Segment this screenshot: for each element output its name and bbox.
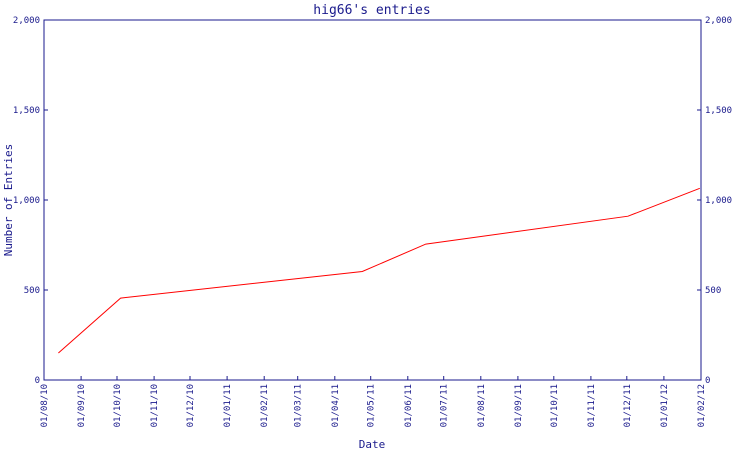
x-tick-label: 01/08/11 xyxy=(477,384,487,427)
x-tick-label: 01/05/11 xyxy=(367,384,377,427)
x-tick-label: 01/07/11 xyxy=(440,384,450,427)
x-tick-label: 01/10/11 xyxy=(550,384,560,427)
y-tick-label-right: 0 xyxy=(705,376,710,386)
x-tick-label: 01/09/11 xyxy=(514,384,524,427)
x-tick-label: 01/08/10 xyxy=(40,384,50,427)
plot-frame xyxy=(43,19,702,381)
y-tick-label-left: 1,000 xyxy=(13,196,40,206)
y-axis-left: 0 500 1,000 1,500 2,000 xyxy=(13,16,48,386)
x-tick-label: 01/06/11 xyxy=(404,384,414,427)
x-tick-label: 01/02/11 xyxy=(260,384,270,427)
y-tick-label-left: 1,500 xyxy=(13,106,40,116)
x-tick-label: 01/12/10 xyxy=(186,384,196,427)
y-tick-label-left: 0 xyxy=(35,376,40,386)
x-tick-label: 01/04/11 xyxy=(331,384,341,427)
x-tick-label: 01/01/11 xyxy=(223,384,233,427)
x-tick-label: 01/01/12 xyxy=(660,384,670,427)
x-tick-label: 01/11/10 xyxy=(150,384,160,427)
x-tick-label: 01/09/10 xyxy=(77,384,87,427)
y-tick-label-left: 2,000 xyxy=(13,16,40,26)
x-tick-label: 01/03/11 xyxy=(294,384,304,427)
series-layer xyxy=(58,187,700,354)
x-tick-label: 01/12/11 xyxy=(623,384,633,427)
y-axis-right: 0 500 1,000 1,500 2,000 xyxy=(697,16,732,386)
chart-title: hig66's entries xyxy=(313,3,430,18)
series-line xyxy=(58,187,700,354)
y-tick-label-right: 1,000 xyxy=(705,196,732,206)
x-tick-label: 01/10/10 xyxy=(113,384,123,427)
y-tick-label-right: 500 xyxy=(705,286,721,296)
y-tick-label-left: 500 xyxy=(24,286,40,296)
y-tick-label-right: 1,500 xyxy=(705,106,732,116)
x-axis: 01/08/10 01/09/10 01/10/10 01/11/10 01/12/10… xyxy=(40,376,707,427)
x-tick-label: 01/02/12 xyxy=(697,384,707,427)
x-axis-label: Date xyxy=(359,438,386,450)
y-axis-label: Number of Entries xyxy=(2,144,15,257)
x-tick-label: 01/11/11 xyxy=(587,384,597,427)
y-tick-label-right: 2,000 xyxy=(705,16,732,26)
